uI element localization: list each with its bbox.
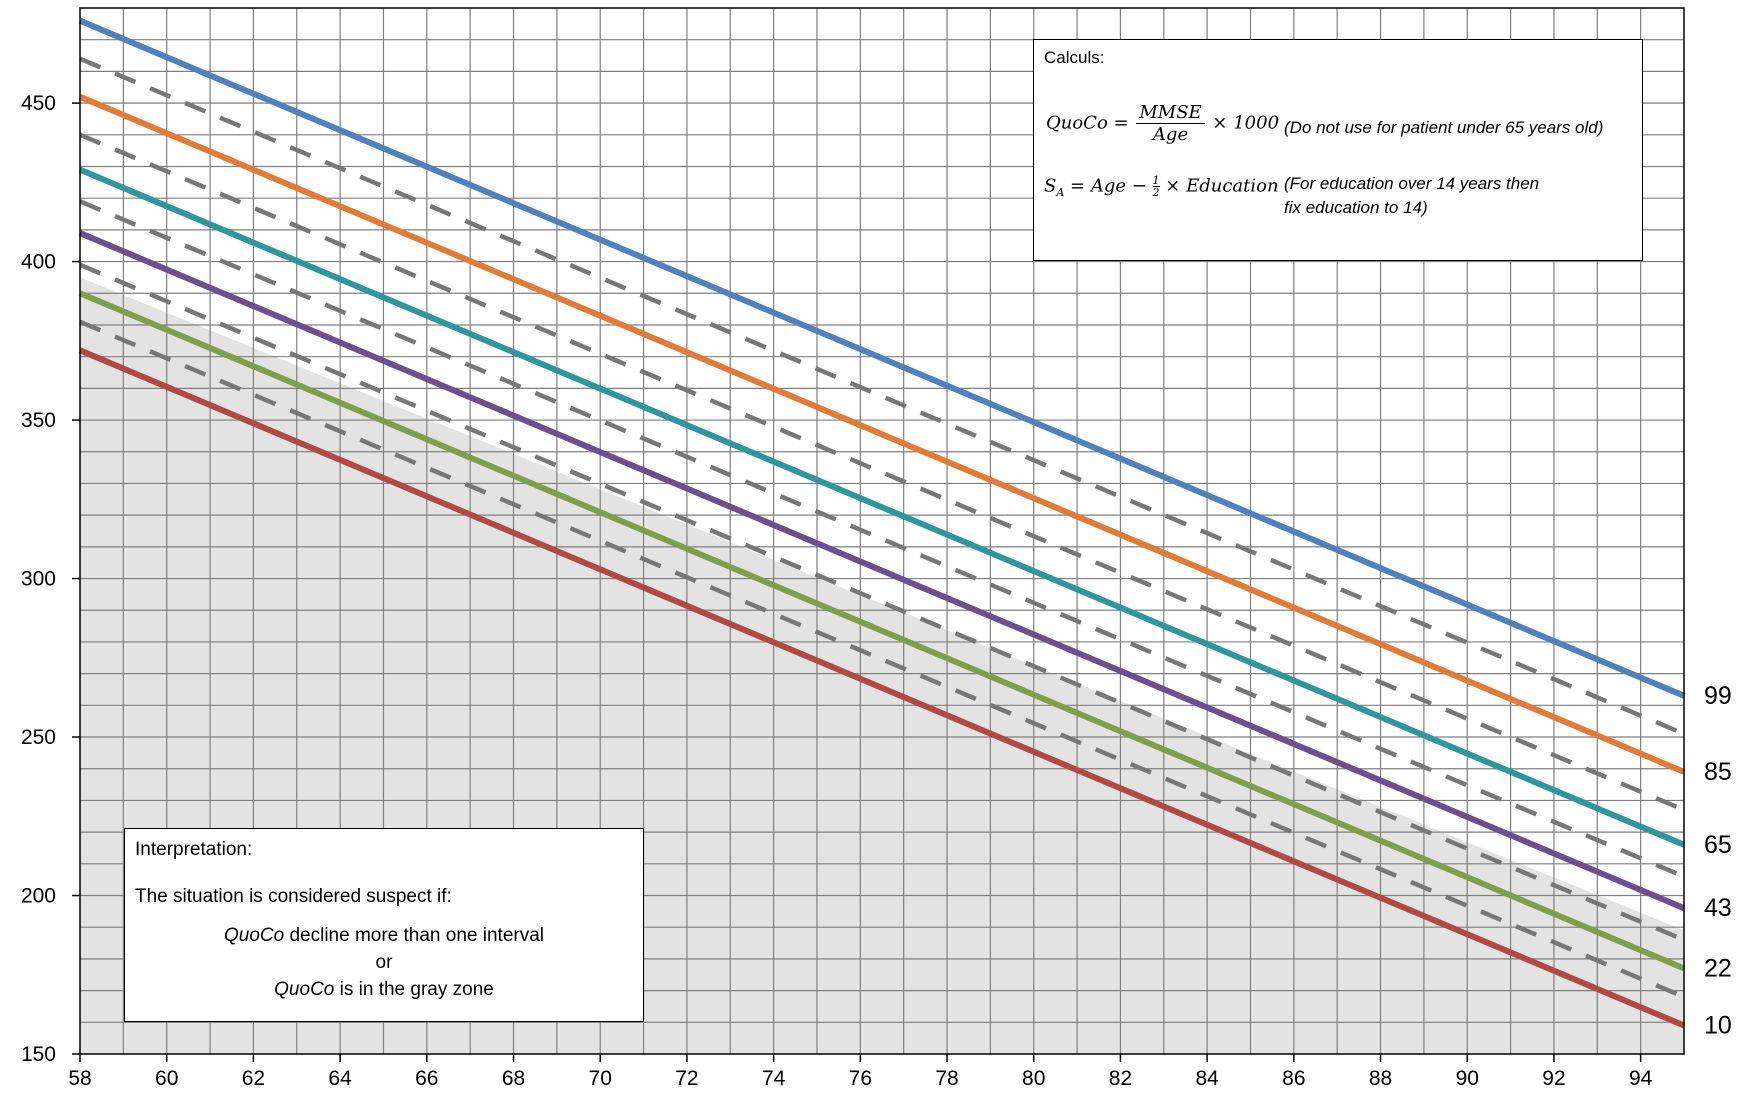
quoco-numerator: MMSE bbox=[1136, 102, 1205, 124]
series-label-65: 65 bbox=[1704, 831, 1732, 859]
quoco-note: (Do not use for patient under 65 years o… bbox=[1284, 118, 1604, 137]
x-tick-label: 84 bbox=[1195, 1067, 1219, 1090]
x-tick-label: 80 bbox=[1022, 1067, 1045, 1090]
y-tick-label: 150 bbox=[21, 1043, 56, 1066]
x-tick-label: 72 bbox=[675, 1067, 698, 1090]
x-tick-label: 94 bbox=[1629, 1067, 1653, 1090]
sa-formula: SA = Age − 1 2 × Education bbox=[1044, 175, 1279, 199]
quoco-fraction: MMSE Age bbox=[1136, 102, 1205, 145]
interp-line1-em: QuoCo bbox=[223, 925, 285, 946]
quoco-lhs: QuoCo = bbox=[1046, 112, 1129, 134]
series-label-85: 85 bbox=[1704, 758, 1732, 786]
y-tick-label: 300 bbox=[21, 568, 56, 591]
x-tick-label: 88 bbox=[1369, 1067, 1392, 1090]
dashed-boundary-line bbox=[79, 132, 1685, 813]
percentile-line-10 bbox=[78, 347, 1686, 1029]
sa-lhs: S bbox=[1044, 175, 1057, 197]
y-tick-label: 400 bbox=[21, 251, 56, 274]
calculation-box: Calculs: QuoCo = MMSE Age × 1000 (Do not… bbox=[1033, 39, 1643, 261]
interp-line3: QuoCo is in the gray zone bbox=[125, 979, 643, 1001]
x-tick-label: 62 bbox=[242, 1067, 265, 1090]
x-tick-label: 82 bbox=[1109, 1067, 1132, 1090]
half-denominator: 2 bbox=[1152, 186, 1160, 199]
x-tick-label: 76 bbox=[849, 1067, 872, 1090]
x-tick-label: 58 bbox=[68, 1067, 91, 1090]
y-tick-label: 450 bbox=[21, 92, 56, 115]
series-label-99: 99 bbox=[1704, 682, 1732, 710]
x-tick-label: 92 bbox=[1542, 1067, 1565, 1090]
percentile-line-43 bbox=[78, 230, 1686, 911]
series-label-43: 43 bbox=[1704, 894, 1732, 922]
half-numerator: 1 bbox=[1152, 174, 1160, 187]
half-fraction: 1 2 bbox=[1152, 174, 1160, 199]
x-tick-label: 64 bbox=[328, 1067, 352, 1090]
dashed-boundary-line bbox=[79, 56, 1685, 736]
quoco-denominator: Age bbox=[1152, 124, 1189, 145]
sa-note-line2: fix education to 14) bbox=[1284, 198, 1428, 217]
series-label-22: 22 bbox=[1704, 954, 1732, 982]
interp-line1-rest: decline more than one interval bbox=[284, 925, 545, 946]
sa-subscript: A bbox=[1056, 186, 1065, 200]
sa-mid: = Age − bbox=[1070, 175, 1147, 197]
plot-border bbox=[79, 7, 1685, 1055]
percentile-line-85 bbox=[78, 93, 1686, 775]
dashed-boundary-line bbox=[79, 262, 1685, 942]
interp-title: Interpretation: bbox=[135, 839, 253, 860]
x-tick-label: 74 bbox=[762, 1067, 786, 1090]
x-tick-label: 70 bbox=[589, 1067, 612, 1090]
x-tick-label: 68 bbox=[502, 1067, 525, 1090]
dashed-boundary-line bbox=[79, 199, 1685, 879]
dashed-boundary-line bbox=[79, 319, 1685, 1000]
y-tick-label: 200 bbox=[21, 885, 56, 908]
percentile-line-65 bbox=[78, 166, 1686, 848]
interp-line3-rest: is in the gray zone bbox=[334, 979, 494, 1000]
percentile-line-99 bbox=[78, 17, 1686, 699]
interpretation-box: Interpretation: The situation is conside… bbox=[124, 828, 644, 1022]
x-tick-label: 60 bbox=[155, 1067, 178, 1090]
y-tick-label: 350 bbox=[21, 409, 56, 432]
calc-title: Calculs: bbox=[1044, 48, 1105, 67]
x-tick-label: 66 bbox=[415, 1067, 438, 1090]
quoco-tail: × 1000 bbox=[1212, 112, 1280, 134]
interp-line3-em: QuoCo bbox=[274, 979, 335, 1000]
x-tick-label: 86 bbox=[1282, 1067, 1305, 1090]
quoco-formula: QuoCo = MMSE Age × 1000 bbox=[1046, 102, 1279, 145]
interp-line1: QuoCo decline more than one interval bbox=[125, 925, 643, 947]
x-tick-label: 90 bbox=[1456, 1067, 1479, 1090]
y-tick-label: 250 bbox=[21, 726, 56, 749]
interp-intro: The situation is considered suspect if: bbox=[135, 886, 452, 907]
series-label-10: 10 bbox=[1704, 1011, 1732, 1039]
x-tick-label: 78 bbox=[935, 1067, 958, 1090]
sa-tail: × Education bbox=[1165, 175, 1279, 197]
percentile-line-22 bbox=[78, 290, 1686, 972]
interp-line2: or bbox=[375, 952, 393, 973]
sa-note-line1: (For education over 14 years then bbox=[1284, 174, 1540, 193]
